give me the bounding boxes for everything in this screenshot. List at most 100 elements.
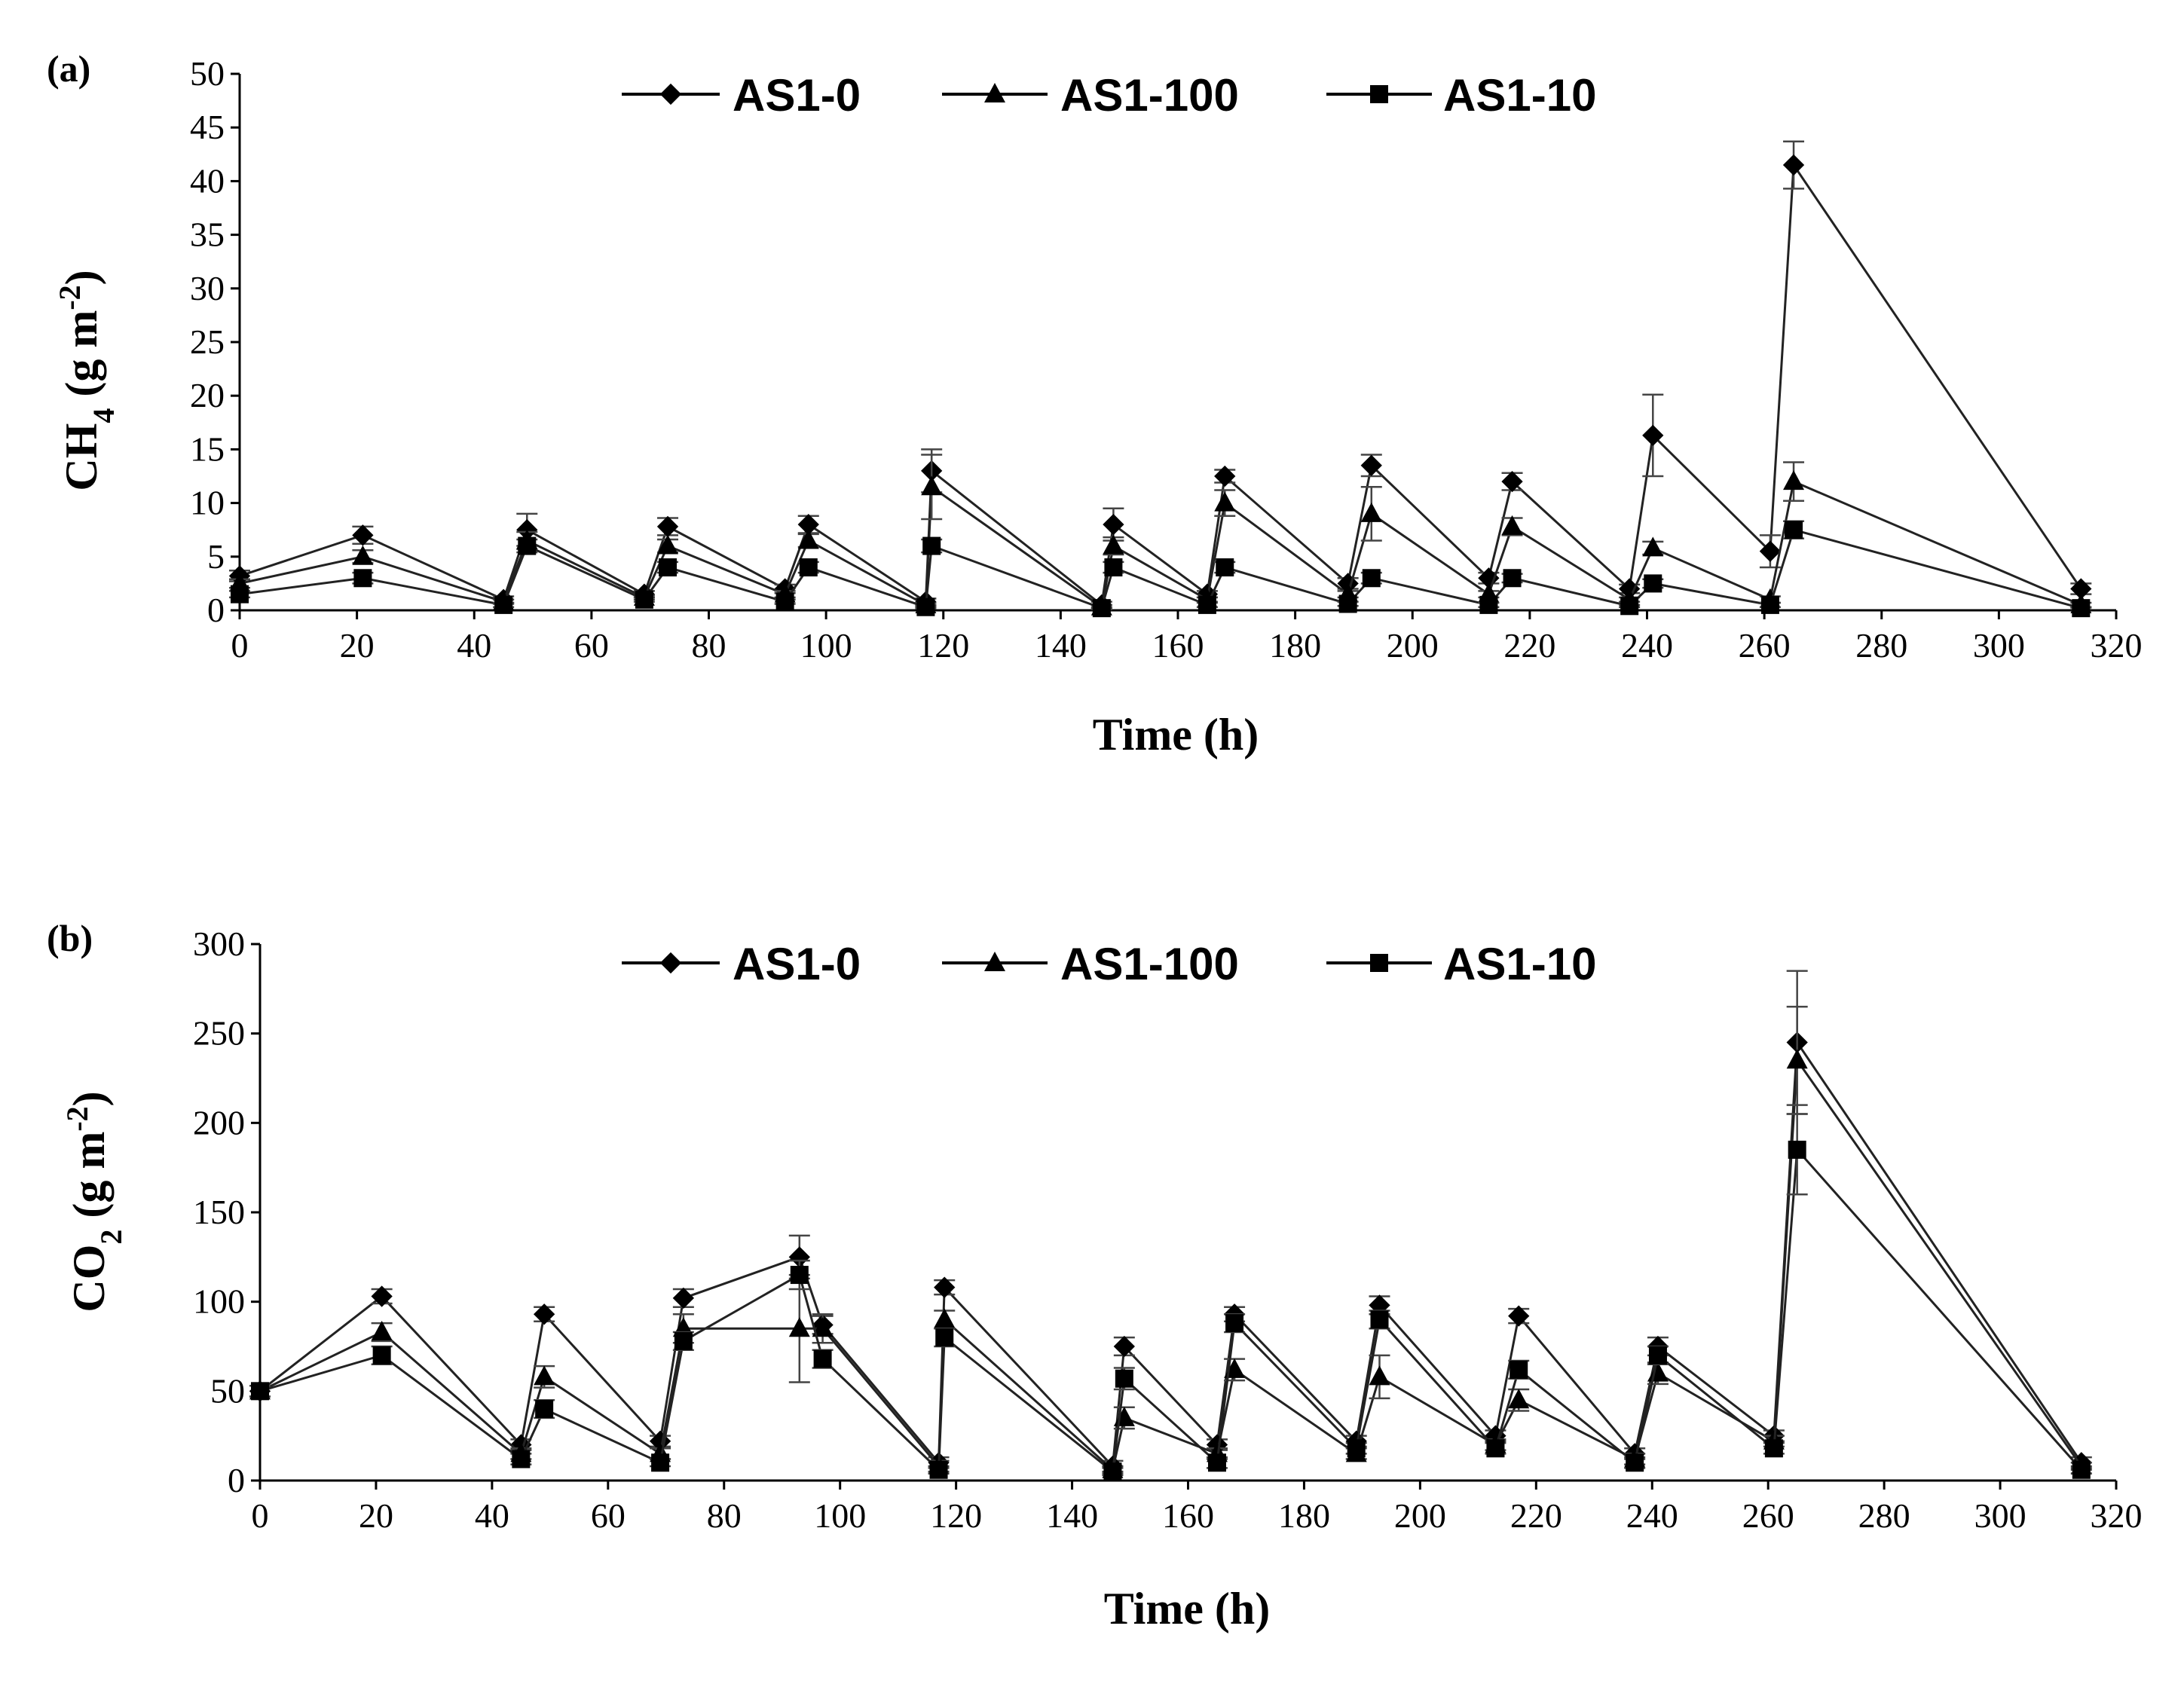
panel-b-point-as1-10 <box>1115 1369 1133 1388</box>
panel-b-legend-label-as1-0: AS1-0 <box>733 939 861 989</box>
panel-b-point-as1-10 <box>790 1266 809 1285</box>
panel-a-y-tick-label: 25 <box>190 322 225 361</box>
panel-b-point-as1-10 <box>1225 1314 1244 1333</box>
panel-b-ylabel-main: CO <box>64 1245 114 1313</box>
panel-b-y-tick-label: 0 <box>228 1461 245 1499</box>
panel-a-y-tick-label: 45 <box>190 108 225 146</box>
panel-b-point-as1-10 <box>651 1453 670 1472</box>
panel-b-point-as1-10 <box>2072 1460 2091 1479</box>
panel-b-x-tick-label: 200 <box>1394 1496 1446 1535</box>
panel-a-point-as1-0 <box>1642 424 1664 447</box>
panel-b-point-as1-0 <box>534 1303 555 1325</box>
panel-b-legend-label-as1-10: AS1-10 <box>1443 939 1596 989</box>
panel-a-point-as1-10 <box>1338 594 1357 613</box>
panel-a-point-as1-10 <box>659 558 678 577</box>
panel-b-point-as1-10 <box>935 1328 954 1347</box>
panel-a-point-as1-10 <box>799 558 818 577</box>
panel-a-legend-marker-as1-100 <box>984 83 1005 102</box>
panel-a-point-as1-100 <box>657 534 679 555</box>
panel-b-legend-label-as1-100: AS1-100 <box>1060 939 1239 989</box>
panel-b-point-as1-10 <box>929 1460 948 1479</box>
panel-b-point-as1-10 <box>674 1331 693 1350</box>
panel-a-x-tick-label: 260 <box>1739 626 1791 665</box>
panel-a-point-as1-100 <box>352 545 374 565</box>
panel-a-x-tick-label: 180 <box>1269 626 1321 665</box>
panel-a-point-as1-10 <box>1503 569 1522 588</box>
panel-a-point-as1-0 <box>1478 567 1500 589</box>
panel-a-point-as1-10 <box>231 585 249 604</box>
panel-a-point-as1-10 <box>1362 569 1381 588</box>
panel-b-point-as1-10 <box>813 1349 832 1368</box>
panel-b-ylabel-sup: -2 <box>60 1106 94 1131</box>
panel-b-x-tick-label: 120 <box>930 1496 982 1535</box>
panel-a-legend-item-as1-10: AS1-10 <box>1326 70 1596 121</box>
panel-a-y-tick-label: 30 <box>190 269 225 307</box>
panel-a-point-as1-10 <box>922 536 941 555</box>
panel-a-y-tick-label: 20 <box>190 376 225 414</box>
panel-b-y-tick-label: 100 <box>193 1282 245 1321</box>
panel-a-point-as1-10 <box>518 536 537 555</box>
panel-b-x-tick-label: 180 <box>1278 1496 1330 1535</box>
panel-a-x-tick-label: 100 <box>800 626 852 665</box>
panel-a-point-as1-10 <box>1479 595 1498 614</box>
panel-a-ylabel-sub: 4 <box>87 408 121 423</box>
panel-a-y-tick-label: 0 <box>207 591 225 629</box>
panel-b-point-as1-10 <box>1626 1453 1644 1472</box>
panel-b-point-as1-10 <box>251 1382 269 1401</box>
panel-a-point-as1-10 <box>494 595 513 614</box>
panel-b-point-as1-10 <box>1347 1439 1366 1458</box>
panel-b-legend-item-as1-0: AS1-0 <box>622 939 861 989</box>
panel-b-point-as1-100 <box>934 1308 956 1328</box>
panel-b-y-axis-title: CO2 (g m-2) <box>60 1091 128 1312</box>
panel-a-legend-label-as1-0: AS1-0 <box>733 70 861 121</box>
panel-a-point-as1-100 <box>797 529 819 549</box>
panel-a-point-as1-10 <box>353 569 372 588</box>
panel-a-point-as1-10 <box>1620 597 1639 616</box>
panel-a-point-as1-10 <box>2072 599 2091 618</box>
panel-a-y-tick-label: 5 <box>207 537 225 576</box>
panel-a-legend-marker-as1-10 <box>1370 85 1388 103</box>
panel-a-point-as1-0 <box>1103 513 1124 536</box>
panel-a-point-as1-0 <box>656 515 679 538</box>
panel-a-point-as1-0 <box>1501 470 1523 493</box>
panel-b-point-as1-10 <box>1510 1360 1528 1379</box>
panel-b-point-as1-0 <box>788 1246 810 1268</box>
panel-b-x-axis-title: Time (h) <box>1104 1584 1271 1633</box>
panel-b-point-as1-0 <box>371 1285 393 1307</box>
panel-a-legend-label-as1-100: AS1-100 <box>1060 70 1239 121</box>
panel-a-point-as1-0 <box>2070 578 2092 600</box>
panel-a-point-as1-10 <box>916 597 935 616</box>
panel-a-x-tick-label: 240 <box>1621 626 1673 665</box>
panel-a-x-tick-label: 160 <box>1152 626 1204 665</box>
panel-b-point-as1-10 <box>1207 1453 1226 1472</box>
panel-a-point-as1-0 <box>1214 465 1236 487</box>
panel-a-label: (a) <box>47 47 90 90</box>
panel-b-legend-item-as1-10: AS1-10 <box>1326 939 1596 989</box>
panel-a-y-tick-label: 40 <box>190 161 225 200</box>
panel-b-point-as1-10 <box>1788 1140 1806 1159</box>
panel-a-x-tick-label: 0 <box>231 626 249 665</box>
panel-b-legend: AS1-0 AS1-100 AS1-10 <box>622 939 1596 989</box>
panel-a-point-as1-100 <box>921 475 943 496</box>
panel-b-point-as1-100 <box>1786 1049 1808 1069</box>
panel-b-point-as1-10 <box>1648 1346 1667 1365</box>
panel-b-y-tick-label: 200 <box>193 1103 245 1141</box>
panel-b-legend-marker-as1-100 <box>984 952 1005 971</box>
panel-a-ylabel-close: ) <box>57 270 106 285</box>
panel-a-point-as1-0 <box>797 513 819 536</box>
panel-a-point-as1-10 <box>1760 595 1779 614</box>
panel-a-x-tick-label: 80 <box>692 626 726 665</box>
panel-a-x-tick-label: 220 <box>1503 626 1555 665</box>
panel-b-point-as1-0 <box>1113 1335 1135 1358</box>
panel-b-x-tick-label: 320 <box>2091 1496 2143 1535</box>
panel-a-point-as1-100 <box>1103 534 1124 555</box>
panel-a-x-tick-label: 120 <box>917 626 969 665</box>
panel-b-point-as1-100 <box>534 1365 555 1386</box>
panel-b-x-tick-label: 140 <box>1046 1496 1098 1535</box>
panel-b-legend-item-as1-100: AS1-100 <box>942 939 1239 989</box>
panel-a-series-line-as1-0 <box>239 161 2082 607</box>
panel-a-series-line-as1-100 <box>239 480 2082 610</box>
panel-b-y-tick-label: 150 <box>193 1193 245 1231</box>
panel-a-x-tick-label: 40 <box>457 626 491 665</box>
